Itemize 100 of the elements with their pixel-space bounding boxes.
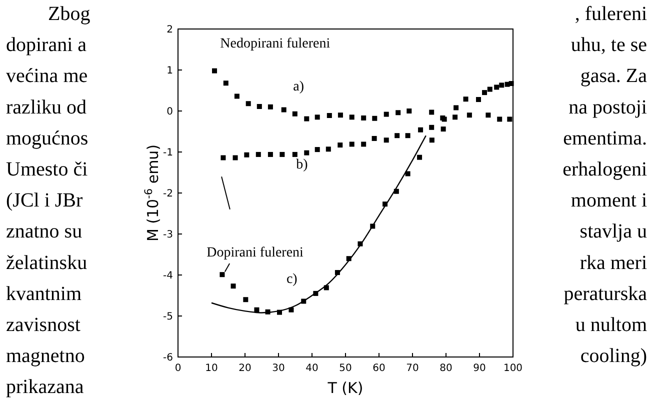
y-tick-label: -5 <box>163 312 173 322</box>
text: cooling) <box>580 345 647 368</box>
x-tick-label: 40 <box>306 363 318 374</box>
point <box>326 113 332 118</box>
point <box>338 142 343 148</box>
point <box>314 147 320 152</box>
point <box>361 142 366 147</box>
text: erhalogeni <box>562 158 648 180</box>
x-tick-label: 100 <box>503 363 523 374</box>
point <box>268 152 273 157</box>
x-tick-label: 20 <box>238 363 252 374</box>
point <box>232 155 238 160</box>
point <box>304 150 310 156</box>
point <box>486 112 491 118</box>
x-tick-label: 90 <box>473 363 486 374</box>
text: Umesto či <box>6 158 88 180</box>
y-tick-label: 0 <box>166 106 173 118</box>
text: želatinsku <box>6 252 88 274</box>
point <box>304 116 310 122</box>
text: (JCl i JBr <box>6 190 84 212</box>
point <box>396 110 401 116</box>
y-tick-label: -1 <box>163 148 173 158</box>
text: dopirani a <box>6 34 87 56</box>
text: , fulereni <box>574 3 648 25</box>
point <box>384 138 389 143</box>
point <box>372 116 378 121</box>
point <box>452 114 458 120</box>
point <box>326 146 331 152</box>
point <box>256 152 261 157</box>
text: magnetno <box>6 345 85 368</box>
text: peraturska <box>564 282 648 305</box>
x-tick-label: 50 <box>339 363 352 374</box>
point <box>406 108 412 114</box>
text: moment i <box>570 190 648 212</box>
x-tick-label: 60 <box>372 363 386 374</box>
x-tick-label: 30 <box>272 363 285 374</box>
point <box>349 142 354 147</box>
text: prikazana <box>6 376 84 398</box>
x-tick-label: 10 <box>205 363 218 374</box>
text: većina me <box>6 65 88 88</box>
text: na postoji <box>568 96 648 118</box>
x-tick-label: 70 <box>406 363 419 374</box>
text: kvantnim <box>6 282 82 305</box>
point <box>418 127 424 132</box>
point <box>256 104 262 109</box>
point <box>405 133 410 138</box>
text: zavisnost <box>6 314 81 336</box>
point <box>314 114 320 120</box>
point <box>292 152 298 157</box>
point <box>494 84 500 90</box>
text: Zbog <box>48 3 90 25</box>
point <box>482 90 488 96</box>
point <box>268 104 273 110</box>
point <box>504 82 510 87</box>
text: znatno su <box>6 220 82 243</box>
text: stavlja u <box>580 220 647 243</box>
point <box>440 126 446 132</box>
x-axis-title: T (K) <box>326 379 364 397</box>
text: ementima. <box>563 127 647 150</box>
point <box>429 138 434 143</box>
point <box>499 82 504 88</box>
annotation: c) <box>286 272 298 288</box>
point <box>429 110 434 115</box>
point <box>497 116 502 122</box>
y-tick-label: -4 <box>163 270 173 282</box>
point <box>234 94 240 99</box>
point <box>454 105 459 110</box>
point <box>417 154 422 160</box>
point <box>244 152 250 158</box>
text: uhu, te se <box>570 34 648 56</box>
point <box>243 297 248 302</box>
y-tick-label: -6 <box>163 352 173 364</box>
point <box>223 80 228 86</box>
point <box>476 97 481 102</box>
point <box>230 284 236 289</box>
annotation: b) <box>296 157 308 172</box>
point <box>429 124 434 130</box>
point <box>487 86 492 92</box>
point <box>405 171 410 176</box>
point <box>212 68 218 74</box>
text: gasa. Za <box>580 65 648 88</box>
annotation: Dopirani fulereni <box>206 246 304 261</box>
point <box>349 114 354 120</box>
annotation: Nedopirani fulereni <box>220 36 330 52</box>
y-tick-label: -3 <box>163 230 173 240</box>
text: razliku od <box>6 96 87 118</box>
x-tick-label: 0 <box>174 363 182 374</box>
point <box>384 112 389 117</box>
point <box>220 155 226 160</box>
point <box>292 111 298 116</box>
text: mogućnos <box>6 127 88 150</box>
y-tick-label: 2 <box>166 24 173 36</box>
point <box>394 133 400 138</box>
point <box>338 112 343 118</box>
point <box>372 136 377 141</box>
x-tick-label: 80 <box>440 363 452 374</box>
point <box>280 152 285 157</box>
text: rka meri <box>580 252 648 274</box>
point <box>507 116 512 122</box>
y-tick-label: 1 <box>166 66 173 76</box>
